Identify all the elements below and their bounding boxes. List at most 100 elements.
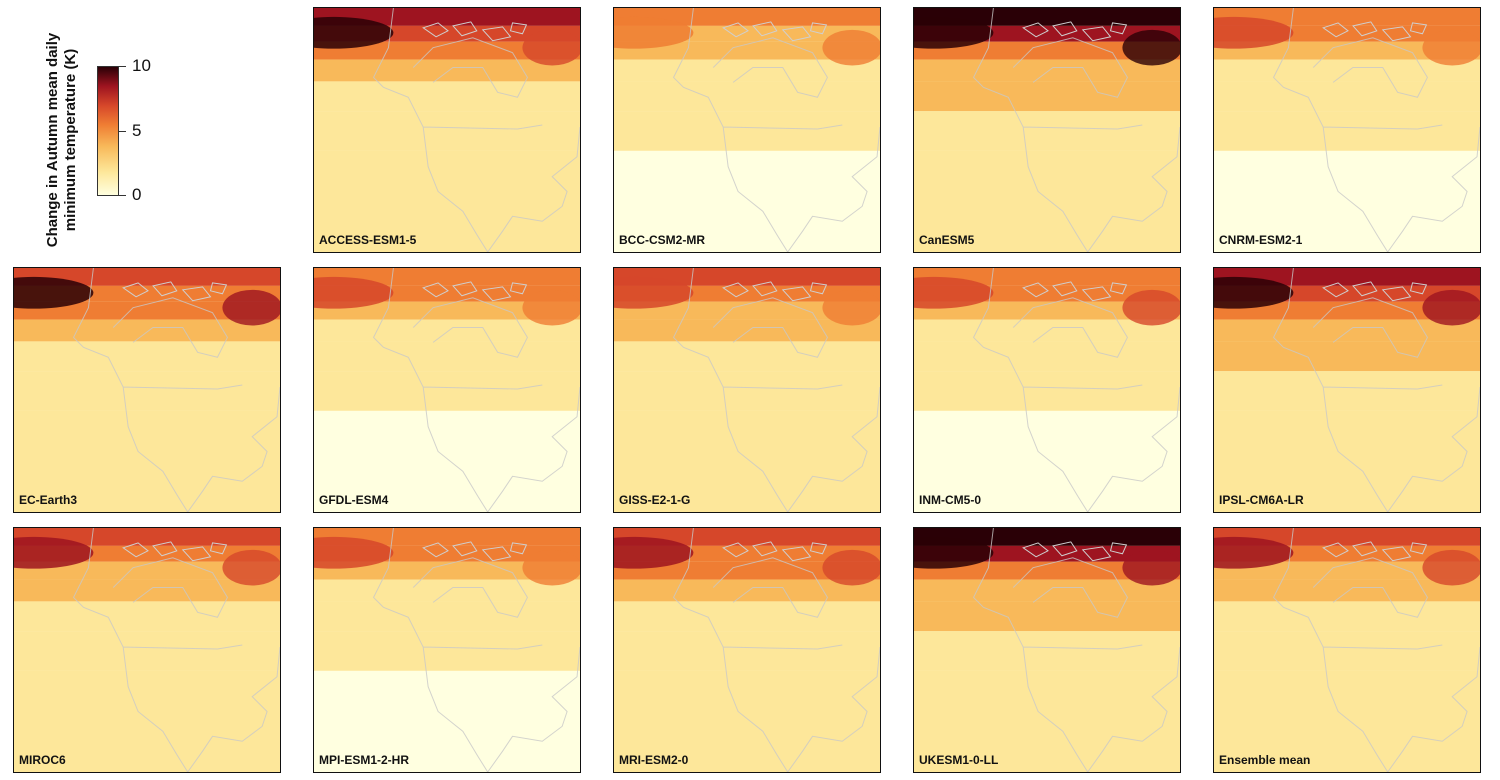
- warming-band-0: [314, 8, 580, 26]
- map-panel: CNRM-ESM2-1: [1213, 7, 1481, 253]
- arctic-west-hotspot: [14, 536, 94, 569]
- warming-band-3: [614, 59, 880, 82]
- arctic-west-hotspot: [614, 16, 694, 49]
- warming-band-6: [614, 410, 880, 512]
- warming-band-4: [914, 341, 1180, 372]
- warming-band-5: [914, 631, 1180, 671]
- map-panel: MPI-ESM1-2-HR: [313, 527, 581, 773]
- warming-band-3: [914, 319, 1180, 342]
- colorbar: [97, 66, 119, 196]
- warming-band-5: [14, 371, 280, 411]
- colorbar-legend: Change in Autumn mean daily minimum temp…: [0, 0, 300, 255]
- panel-label: EC-Earth3: [19, 493, 78, 507]
- arctic-islands: [1322, 541, 1428, 562]
- warming-band-5: [614, 111, 880, 151]
- panel-label: GISS-E2-1-G: [619, 493, 691, 507]
- arctic-west-hotspot: [914, 536, 994, 569]
- arctic-islands: [422, 281, 528, 302]
- tick-label-5: 5: [132, 121, 142, 140]
- warming-band-0: [14, 528, 280, 546]
- map-field: [14, 528, 280, 772]
- tick-mark-10: [119, 66, 126, 67]
- warming-band-0: [14, 268, 280, 286]
- map-field: [1214, 8, 1480, 252]
- map-panel: EC-Earth3: [13, 267, 281, 513]
- arctic-east-hotspot: [222, 289, 280, 326]
- arctic-east-hotspot: [522, 289, 580, 326]
- map-field: [614, 528, 880, 772]
- warming-band-4: [14, 601, 280, 632]
- arctic-islands: [1322, 21, 1428, 42]
- arctic-west-hotspot: [314, 536, 394, 569]
- warming-band-0: [1214, 8, 1480, 26]
- map-panel: ACCESS-ESM1-5: [313, 7, 581, 253]
- coastline: [672, 8, 880, 252]
- arctic-west-hotspot: [914, 276, 994, 309]
- arctic-west-hotspot: [314, 276, 394, 309]
- warming-band-0: [614, 268, 880, 286]
- legend-title-line-2: minimum temperature (K): [62, 48, 79, 232]
- warming-band-4: [1214, 601, 1480, 632]
- warming-band-3: [1214, 319, 1480, 342]
- warming-band-5: [314, 631, 580, 671]
- warming-band-4: [1214, 81, 1480, 112]
- coastline: [72, 528, 280, 772]
- map-field: [314, 268, 580, 512]
- map-panel: GISS-E2-1-G: [613, 267, 881, 513]
- arctic-east-hotspot: [522, 549, 580, 586]
- warming-band-3: [914, 59, 1180, 82]
- map-field: [914, 528, 1180, 772]
- arctic-west-hotspot: [614, 536, 694, 569]
- coastline: [1272, 8, 1480, 252]
- panel-label: BCC-CSM2-MR: [619, 233, 705, 247]
- warming-band-6: [614, 150, 880, 252]
- arctic-islands: [122, 281, 228, 302]
- map-field: [314, 8, 580, 252]
- arctic-islands: [722, 541, 828, 562]
- panel-label: UKESM1-0-LL: [919, 753, 999, 767]
- panel-label: INM-CM5-0: [919, 493, 981, 507]
- arctic-west-hotspot: [1214, 536, 1294, 569]
- warming-band-4: [614, 601, 880, 632]
- warming-band-6: [14, 410, 280, 512]
- tick-mark-0: [119, 195, 126, 196]
- tick-label-10: 10: [132, 56, 151, 75]
- map-panel: BCC-CSM2-MR: [613, 7, 881, 253]
- map-field: [614, 8, 880, 252]
- map-field: [1214, 528, 1480, 772]
- map-panel: MIROC6: [13, 527, 281, 773]
- panel-label: IPSL-CM6A-LR: [1219, 493, 1304, 507]
- warming-band-4: [614, 341, 880, 372]
- arctic-islands: [1322, 281, 1428, 302]
- arctic-islands: [422, 21, 528, 42]
- warming-band-4: [14, 341, 280, 372]
- arctic-east-hotspot: [1422, 289, 1480, 326]
- map-panel: GFDL-ESM4: [313, 267, 581, 513]
- panel-label: MPI-ESM1-2-HR: [319, 753, 410, 767]
- arctic-east-hotspot: [1122, 289, 1180, 326]
- arctic-islands: [122, 541, 228, 562]
- warming-band-3: [14, 579, 280, 602]
- coastline: [372, 528, 580, 772]
- tick-label-0: 0: [132, 185, 142, 204]
- map-field: [14, 268, 280, 512]
- warming-band-0: [314, 528, 580, 546]
- coastline: [972, 528, 1180, 772]
- arctic-east-hotspot: [1122, 549, 1180, 586]
- warming-band-6: [914, 670, 1180, 772]
- arctic-east-hotspot: [1122, 29, 1180, 66]
- panel-label: MRI-ESM2-0: [619, 753, 689, 767]
- arctic-east-hotspot: [1422, 549, 1480, 586]
- arctic-east-hotspot: [1422, 29, 1480, 66]
- panel-label: MIROC6: [19, 753, 66, 767]
- legend-title: Change in Autumn mean daily minimum temp…: [44, 20, 80, 260]
- panel-label: CanESM5: [919, 233, 975, 247]
- arctic-west-hotspot: [1214, 276, 1294, 309]
- arctic-east-hotspot: [522, 29, 580, 66]
- coastline: [972, 268, 1180, 512]
- arctic-west-hotspot: [914, 16, 994, 49]
- panel-label: CNRM-ESM2-1: [1219, 233, 1303, 247]
- warming-band-6: [1214, 410, 1480, 512]
- warming-band-3: [1214, 579, 1480, 602]
- warming-band-0: [914, 8, 1180, 26]
